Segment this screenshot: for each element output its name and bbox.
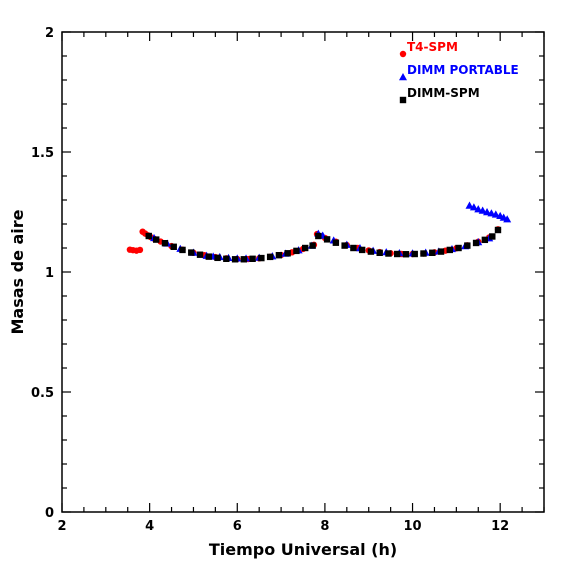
y-tick-label: 1 xyxy=(45,266,54,281)
data-point xyxy=(503,215,512,223)
data-point xyxy=(223,255,230,262)
data-point xyxy=(240,256,248,263)
plot-frame xyxy=(61,31,545,513)
data-point xyxy=(464,242,471,249)
data-point xyxy=(161,240,169,247)
x-axis-label: Tiempo Universal (h) xyxy=(209,540,397,559)
data-point xyxy=(323,236,331,243)
data-point xyxy=(487,209,496,217)
data-point xyxy=(258,254,265,262)
y-tick-label: 0.5 xyxy=(31,386,54,401)
x-tick-label: 4 xyxy=(145,519,154,534)
legend-label: T4-SPM xyxy=(407,40,458,54)
data-point xyxy=(385,250,392,257)
y-tick-label: 2 xyxy=(45,26,54,41)
data-point xyxy=(266,253,274,261)
data-point xyxy=(301,244,309,252)
data-point xyxy=(309,242,316,249)
data-point xyxy=(249,255,256,262)
data-point xyxy=(153,236,160,243)
plot-border xyxy=(61,31,545,513)
data-point xyxy=(275,252,283,259)
data-point xyxy=(358,246,366,254)
x-tick-label: 10 xyxy=(403,519,421,534)
data-point xyxy=(472,239,480,247)
y-axis-label: Masas de aire xyxy=(8,209,27,334)
data-point xyxy=(429,249,436,256)
data-point xyxy=(214,254,221,262)
data-point xyxy=(367,248,375,255)
series-dimm-spm xyxy=(145,226,502,263)
data-point xyxy=(402,251,410,258)
data-point xyxy=(394,250,401,258)
legend-label: DIMM PORTABLE xyxy=(407,63,519,77)
data-point xyxy=(196,251,204,258)
data-point xyxy=(188,249,195,256)
data-point xyxy=(231,256,239,263)
data-point xyxy=(491,210,500,218)
data-point xyxy=(136,246,144,254)
legend: T4-SPM DIMM PORTABLE DIMM-SPM xyxy=(399,40,519,104)
data-point xyxy=(478,206,487,214)
data-point xyxy=(205,253,212,260)
y-tick-label: 0 xyxy=(45,506,54,521)
data-point xyxy=(350,244,357,252)
data-point xyxy=(332,239,340,246)
data-point xyxy=(293,247,300,255)
x-tick-label: 6 xyxy=(233,519,242,534)
x-tick-label: 2 xyxy=(57,519,66,534)
data-point xyxy=(474,205,483,213)
x-tick-label: 12 xyxy=(491,519,509,534)
axis-tick-labels: 2 4 6 8 10 12 0 0.5 1 1.5 2 xyxy=(31,26,509,534)
data-point xyxy=(420,250,427,257)
legend-label: DIMM-SPM xyxy=(407,86,480,100)
data-point xyxy=(341,242,348,249)
x-tick-label: 8 xyxy=(320,519,329,534)
data-point xyxy=(465,201,474,209)
data-point xyxy=(494,226,502,234)
data-point xyxy=(437,248,445,255)
data-point xyxy=(145,232,152,240)
data-point xyxy=(179,246,186,254)
y-tick-label: 1.5 xyxy=(31,146,54,161)
legend-marker xyxy=(399,96,407,104)
data-point xyxy=(170,243,177,250)
data-point xyxy=(469,203,478,211)
data-point xyxy=(489,233,496,240)
data-point xyxy=(411,250,418,258)
data-point xyxy=(455,244,462,252)
data-point xyxy=(315,232,322,240)
legend-marker xyxy=(399,50,407,58)
data-point xyxy=(483,208,492,216)
data-point xyxy=(446,246,453,254)
axis-ticks xyxy=(61,31,545,513)
data-point xyxy=(481,236,489,244)
data-point xyxy=(284,250,291,257)
legend-marker xyxy=(399,73,407,81)
data-point xyxy=(376,249,383,256)
data-points xyxy=(126,201,512,263)
